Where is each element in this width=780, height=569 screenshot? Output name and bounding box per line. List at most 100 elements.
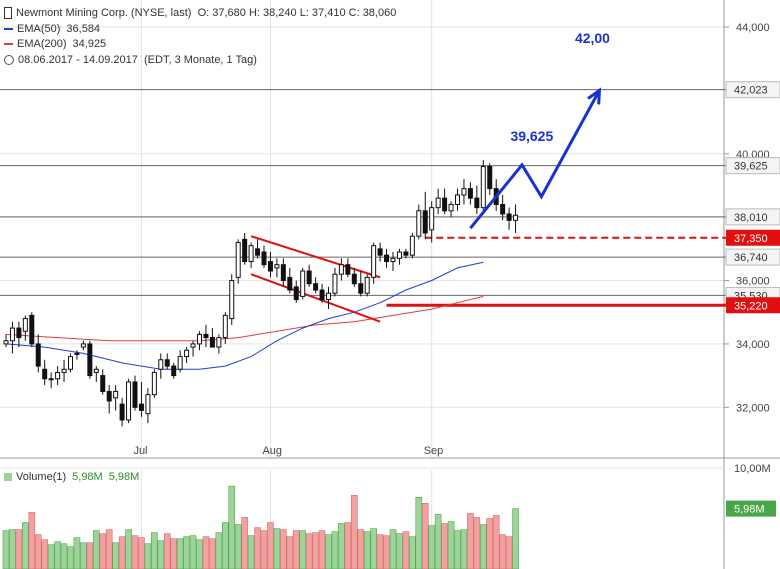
volume-legend: Volume(1) 5,98M 5,98M [4, 470, 139, 484]
volume-bar [60, 543, 68, 569]
candle-body [506, 213, 512, 221]
candle-body [177, 356, 183, 370]
volume-bar [151, 532, 158, 569]
volume-bar [441, 523, 448, 569]
volume-bar [318, 530, 326, 569]
candle-body [106, 390, 112, 402]
candle-body [68, 356, 73, 370]
level-tag-bg [726, 297, 780, 314]
candle-body [158, 359, 164, 370]
volume-bar [247, 535, 255, 569]
candle-body [293, 286, 299, 301]
volume-bar [428, 525, 436, 569]
candle-body [9, 327, 15, 342]
candle-body [119, 403, 125, 421]
volume-bar [2, 530, 10, 569]
volume-bar [28, 512, 36, 569]
volume-bar [112, 542, 119, 569]
candle-body [371, 245, 377, 278]
volume-bar [9, 529, 16, 569]
period-legend: 08.06.2017 - 14.09.2017 (EDT, 3 Monate, … [4, 53, 257, 67]
volume-bar [241, 517, 248, 569]
volume-bar [273, 528, 281, 569]
volume-bar [409, 536, 416, 569]
candle-body [513, 214, 519, 221]
volume-bar [402, 531, 410, 569]
candle-body [80, 343, 86, 348]
candle-body [326, 292, 331, 301]
candle-body [209, 337, 215, 348]
candle-body [300, 270, 306, 297]
volume-bar [196, 539, 203, 569]
volume-bar [22, 522, 29, 569]
level-tag: 42,023 [734, 85, 768, 97]
candle-body [409, 235, 415, 256]
ema50-label: EMA(50) [17, 23, 61, 35]
candle-body [487, 165, 493, 190]
volume-bar [389, 529, 397, 569]
volume-bar [376, 534, 384, 569]
candle-body [364, 276, 370, 294]
y-tick-label: 44,000 [736, 22, 770, 34]
candle-body [184, 349, 190, 358]
ohlc-values: O: 37,680 H: 38,240 L: 37,410 C: 38,060 [197, 7, 397, 19]
volume-bar [363, 531, 371, 569]
level-tag-bg [725, 157, 780, 175]
ema200-label: EMA(200) [17, 38, 67, 50]
ema50-legend: EMA(50) 36,584 [4, 22, 100, 36]
candle-body [3, 340, 9, 345]
volume-bar [331, 531, 339, 569]
volume-bar [80, 542, 87, 569]
candle-body [461, 188, 467, 196]
volume-bar [505, 536, 513, 569]
candle-body [396, 251, 402, 259]
volume-bar [47, 544, 55, 569]
candle-body [442, 197, 448, 212]
candle-body [93, 368, 99, 373]
candle-body [435, 197, 441, 209]
candle-body [48, 378, 54, 381]
volume-bar [209, 538, 216, 569]
candle-body [29, 314, 35, 345]
ema200-legend: EMA(200) 34,925 [4, 37, 106, 51]
candle-body [197, 333, 202, 345]
volume-bar [325, 534, 332, 569]
volume-bar [492, 515, 500, 569]
volume-icon [4, 473, 12, 482]
candle-body [61, 368, 67, 373]
volume-value-a: 5,98M [72, 471, 103, 483]
candle-body [164, 359, 170, 367]
ema50-swatch [4, 28, 13, 31]
volume-bar [105, 529, 113, 569]
candle-body [267, 261, 273, 272]
volume-bar [118, 536, 126, 569]
candle-body [280, 264, 286, 282]
level-tag: 35,220 [734, 300, 768, 312]
volume-bar [344, 522, 352, 569]
volume-bar [415, 496, 423, 569]
candle-body [319, 289, 325, 301]
candle-body [422, 210, 428, 234]
volume-bar [350, 494, 358, 569]
candle-body [145, 394, 151, 415]
price-panel-bg [0, 0, 780, 458]
candle-body [113, 390, 119, 399]
volume-last-tag-bg [726, 500, 776, 517]
candle-body [229, 280, 235, 320]
candle-body [255, 248, 261, 256]
volume-bar [460, 529, 468, 569]
volume-bar [299, 530, 307, 569]
candle-body [242, 238, 248, 263]
candle-body [306, 270, 312, 285]
candle-body [171, 365, 177, 377]
candle-body [248, 245, 254, 263]
volume-bar [54, 541, 61, 569]
candle-body [358, 283, 364, 294]
candle-body [222, 314, 228, 339]
candle-body [429, 207, 435, 231]
candle-body [274, 264, 280, 269]
x-tick-label: Jul [133, 445, 147, 457]
volume-bar [99, 533, 107, 569]
candle-body [403, 251, 409, 256]
